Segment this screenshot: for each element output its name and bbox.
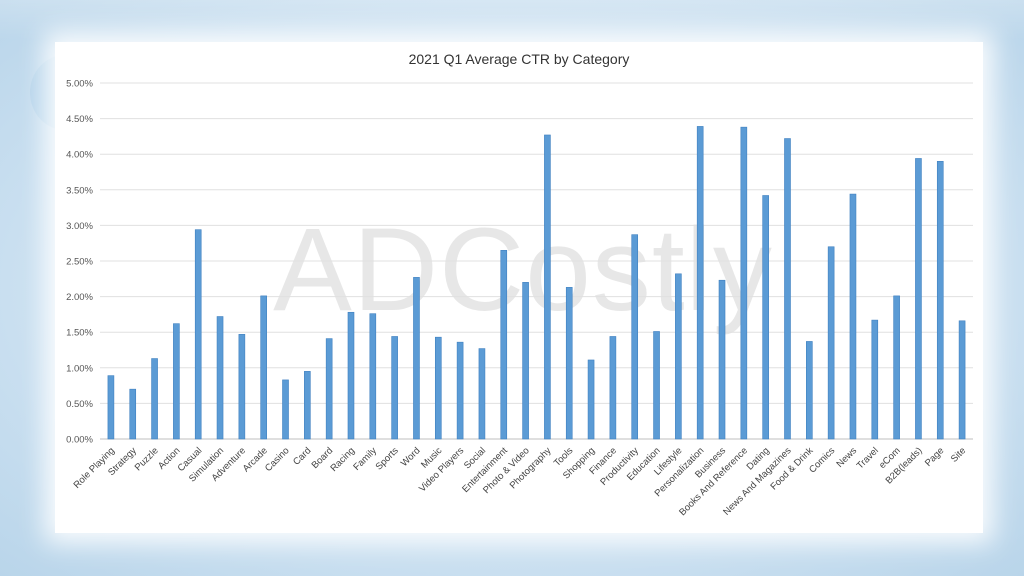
bar — [587, 359, 595, 440]
chart-card: ADCostly 0.00% 0.50% 1.00% 1.50% 2.00% 2.50% 3… — [55, 42, 983, 533]
bar — [522, 282, 529, 440]
x-tick-label: Travel — [855, 445, 881, 471]
bar — [871, 319, 879, 440]
bar — [129, 388, 137, 440]
y-tick-label: 3.00% — [66, 221, 93, 232]
bar — [260, 295, 267, 440]
x-tick-label: Sports — [374, 445, 401, 472]
bar — [456, 341, 464, 440]
x-tick-label: Page — [923, 445, 946, 468]
bar — [391, 336, 398, 440]
y-tick-label: 2.50% — [66, 257, 93, 268]
x-tick-label: Casino — [263, 445, 292, 474]
bar — [282, 379, 289, 440]
y-tick-label: 4.50% — [66, 114, 93, 125]
bar — [500, 250, 508, 440]
bar — [849, 193, 857, 440]
bar — [565, 287, 573, 440]
y-tick-label: 1.50% — [66, 328, 93, 339]
y-tick-label: 3.50% — [66, 185, 93, 196]
bar — [609, 336, 617, 440]
bar — [194, 229, 202, 440]
bar — [653, 331, 660, 440]
bar — [958, 320, 966, 440]
background-banner — [0, 0, 1024, 40]
x-tick-label: Word — [399, 445, 423, 469]
bar — [740, 126, 748, 440]
bar — [238, 334, 246, 440]
bar — [107, 375, 115, 440]
x-tick-label: News — [835, 445, 860, 470]
y-tick-label: 1.00% — [66, 363, 93, 374]
bar — [806, 341, 813, 440]
x-tick-label: Family — [351, 445, 379, 473]
x-tick-label: Racing — [328, 445, 357, 474]
bar — [325, 338, 333, 440]
bar — [631, 234, 639, 440]
bar — [413, 277, 420, 440]
y-tick-label: 0.00% — [66, 435, 93, 446]
bar — [915, 158, 922, 440]
y-tick-label: 0.50% — [66, 399, 93, 410]
y-tick-label: 5.00% — [66, 79, 93, 90]
bar — [675, 273, 682, 440]
bar — [151, 358, 158, 440]
bar-chart: ADCostly 0.00%0.50%1.00%1.50%2.00%2.50%3… — [66, 51, 973, 518]
bar — [173, 323, 180, 440]
bar — [216, 316, 224, 440]
y-tick-label: 4.00% — [66, 150, 93, 161]
bar — [544, 134, 551, 440]
bar — [936, 161, 944, 440]
bar — [893, 295, 900, 440]
x-tick-label: Site — [949, 445, 968, 464]
bar — [434, 336, 442, 440]
bar — [347, 311, 355, 440]
bar — [784, 138, 791, 440]
chart-title: 2021 Q1 Average CTR by Category — [409, 51, 630, 67]
bar — [478, 348, 486, 440]
bar — [762, 195, 769, 440]
bar — [696, 126, 704, 440]
x-tick-label: Puzzle — [133, 445, 161, 473]
y-tick-label: 2.00% — [66, 292, 93, 303]
bar — [718, 279, 726, 440]
bar — [827, 246, 835, 440]
bar — [369, 313, 377, 440]
bar — [304, 371, 311, 440]
